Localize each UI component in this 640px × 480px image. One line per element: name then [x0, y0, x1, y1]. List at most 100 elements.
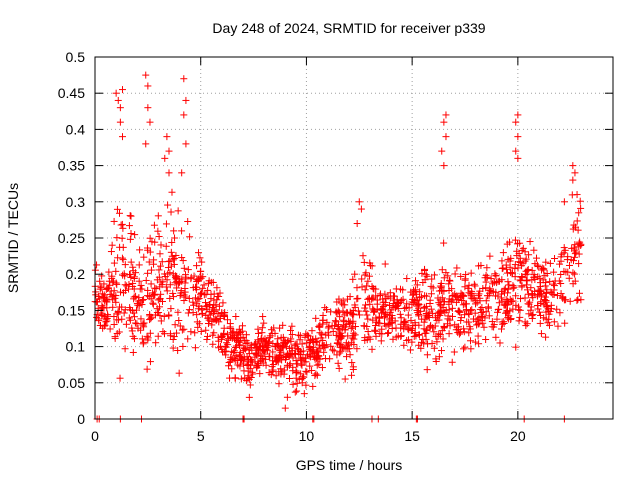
- data-point: [512, 343, 520, 351]
- data-point: [523, 320, 531, 328]
- data-point: [144, 269, 152, 277]
- data-point: [167, 262, 175, 270]
- data-point: [522, 322, 530, 330]
- data-point: [509, 305, 517, 313]
- data-point: [550, 318, 558, 326]
- data-point: [246, 381, 254, 389]
- data-point: [440, 274, 448, 282]
- data-point: [142, 71, 150, 79]
- data-point: [444, 312, 452, 320]
- data-point: [465, 329, 473, 337]
- data-point: [498, 320, 506, 328]
- data-point: [508, 297, 516, 305]
- data-point: [255, 343, 263, 351]
- data-point: [259, 313, 267, 321]
- data-point: [149, 291, 157, 299]
- data-point: [370, 308, 378, 316]
- data-point: [178, 326, 186, 334]
- data-point: [130, 273, 138, 281]
- ticks-layer: 0 0.05 0.1 0.15 0.2 0.25 0.3 0.35 0.4 0.45 0.5 0 5 10…: [58, 49, 613, 444]
- data-point: [353, 295, 361, 303]
- data-point: [418, 269, 426, 277]
- data-point: [489, 280, 497, 288]
- data-point: [380, 308, 388, 316]
- data-point: [232, 343, 240, 351]
- data-point: [166, 330, 174, 338]
- data-point: [189, 309, 197, 317]
- data-point: [326, 355, 334, 363]
- data-point: [458, 291, 466, 299]
- data-point: [118, 220, 126, 228]
- data-point: [259, 359, 267, 367]
- data-point: [403, 336, 411, 344]
- data-point: [409, 295, 417, 303]
- data-point: [553, 292, 561, 300]
- data-point: [293, 340, 301, 348]
- data-point: [427, 305, 435, 313]
- data-point: [376, 319, 384, 327]
- data-point: [493, 279, 501, 287]
- data-point: [528, 312, 536, 320]
- data-point: [333, 339, 341, 347]
- data-point: [475, 262, 483, 270]
- data-point: [117, 221, 125, 229]
- data-point: [116, 374, 124, 382]
- data-point: [100, 293, 108, 301]
- data-point: [346, 293, 354, 301]
- data-point: [363, 282, 371, 290]
- data-point: [354, 307, 362, 315]
- data-point: [363, 311, 371, 319]
- data-point: [504, 278, 512, 286]
- data-point: [220, 329, 228, 337]
- data-point: [525, 251, 533, 259]
- data-point: [129, 348, 137, 356]
- data-point: [261, 350, 269, 358]
- data-point: [492, 288, 500, 296]
- data-point: [182, 96, 190, 104]
- data-point: [536, 279, 544, 287]
- data-point: [337, 299, 345, 307]
- data-point: [543, 286, 551, 294]
- data-point: [250, 340, 258, 348]
- data-point: [440, 287, 448, 295]
- data-point: [157, 278, 165, 286]
- data-point: [167, 208, 175, 216]
- data-point: [175, 369, 183, 377]
- data-point: [341, 375, 349, 383]
- data-point: [455, 308, 463, 316]
- data-point: [526, 298, 534, 306]
- data-point: [566, 297, 574, 305]
- data-point: [576, 197, 584, 205]
- data-point: [542, 308, 550, 316]
- data-point: [293, 379, 301, 387]
- data-point: [268, 357, 276, 365]
- data-point: [461, 283, 469, 291]
- data-point: [557, 257, 565, 265]
- data-point: [494, 292, 502, 300]
- data-point: [230, 328, 238, 336]
- data-point: [557, 279, 565, 287]
- data-point: [295, 350, 303, 358]
- data-point: [310, 343, 318, 351]
- data-point: [219, 299, 227, 307]
- data-point: [432, 355, 440, 363]
- data-point: [335, 364, 343, 372]
- data-point: [565, 261, 573, 269]
- data-point: [353, 220, 361, 228]
- data-point: [316, 344, 324, 352]
- data-point: [175, 317, 183, 325]
- data-point: [503, 265, 511, 273]
- data-point: [308, 367, 316, 375]
- data-point: [232, 312, 240, 320]
- data-point: [441, 308, 449, 316]
- data-point: [445, 276, 453, 284]
- data-point: [331, 317, 339, 325]
- data-point: [291, 388, 299, 396]
- data-point: [180, 111, 188, 119]
- y-axis-label: SRMTID / TECUs: [5, 183, 21, 293]
- data-point: [143, 244, 151, 252]
- data-point: [315, 322, 323, 330]
- data-point: [273, 340, 281, 348]
- data-point: [574, 226, 582, 234]
- y-tick-label: 0.25: [58, 230, 85, 246]
